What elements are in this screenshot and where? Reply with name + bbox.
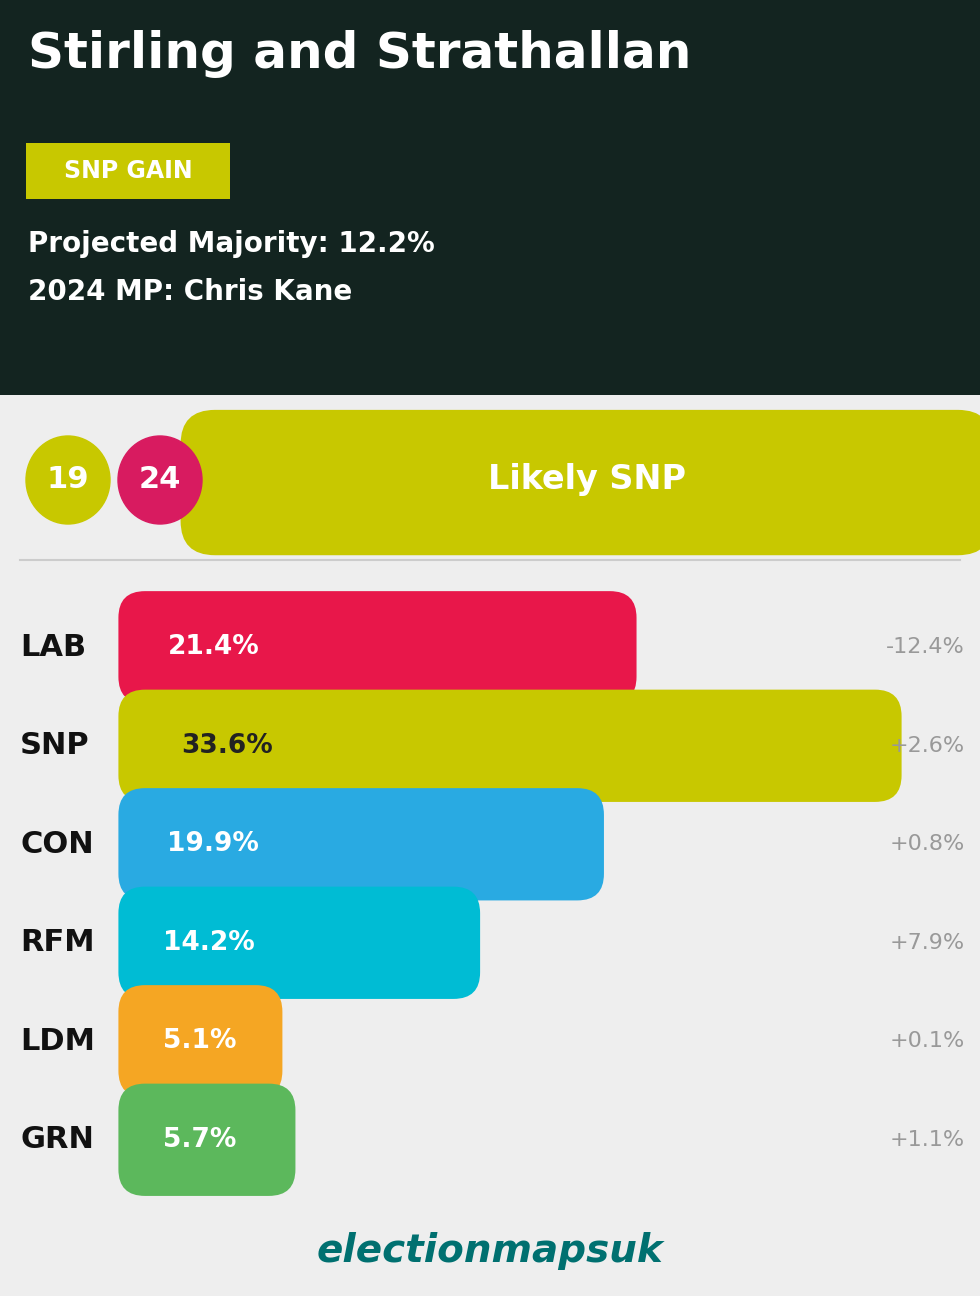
Ellipse shape [118,435,202,524]
Text: -12.4%: -12.4% [886,638,965,657]
Text: +7.9%: +7.9% [890,933,965,953]
Text: CON: CON [20,829,94,859]
Text: Likely SNP: Likely SNP [487,464,685,496]
FancyBboxPatch shape [180,410,980,555]
Text: SNP: SNP [20,731,89,761]
FancyBboxPatch shape [0,0,980,395]
Text: GRN: GRN [20,1125,94,1155]
Text: RFM: RFM [20,928,95,958]
Text: SNP GAIN: SNP GAIN [64,159,192,183]
FancyBboxPatch shape [119,1083,295,1196]
Text: 24: 24 [139,465,181,495]
Text: 14.2%: 14.2% [163,929,255,955]
Text: 33.6%: 33.6% [181,732,273,758]
Text: +1.1%: +1.1% [890,1130,965,1150]
FancyBboxPatch shape [119,985,282,1098]
Text: electionmapsuk: electionmapsuk [317,1232,663,1270]
Text: 5.7%: 5.7% [163,1126,236,1152]
FancyBboxPatch shape [26,143,230,200]
Text: Projected Majority: 12.2%: Projected Majority: 12.2% [28,229,435,258]
Text: Stirling and Strathallan: Stirling and Strathallan [28,30,691,78]
FancyBboxPatch shape [119,886,480,999]
Text: 2024 MP: Chris Kane: 2024 MP: Chris Kane [28,279,352,306]
FancyBboxPatch shape [119,788,604,901]
Text: 5.1%: 5.1% [163,1028,236,1054]
FancyBboxPatch shape [119,689,902,802]
Text: 19: 19 [47,465,89,495]
Text: +0.1%: +0.1% [890,1032,965,1051]
Text: 21.4%: 21.4% [169,634,260,660]
Text: 19.9%: 19.9% [167,831,259,857]
Text: +0.8%: +0.8% [890,835,965,854]
Ellipse shape [26,435,110,524]
Text: +2.6%: +2.6% [890,736,965,756]
Text: LAB: LAB [20,632,86,662]
FancyBboxPatch shape [119,591,637,704]
Text: LDM: LDM [20,1026,95,1056]
